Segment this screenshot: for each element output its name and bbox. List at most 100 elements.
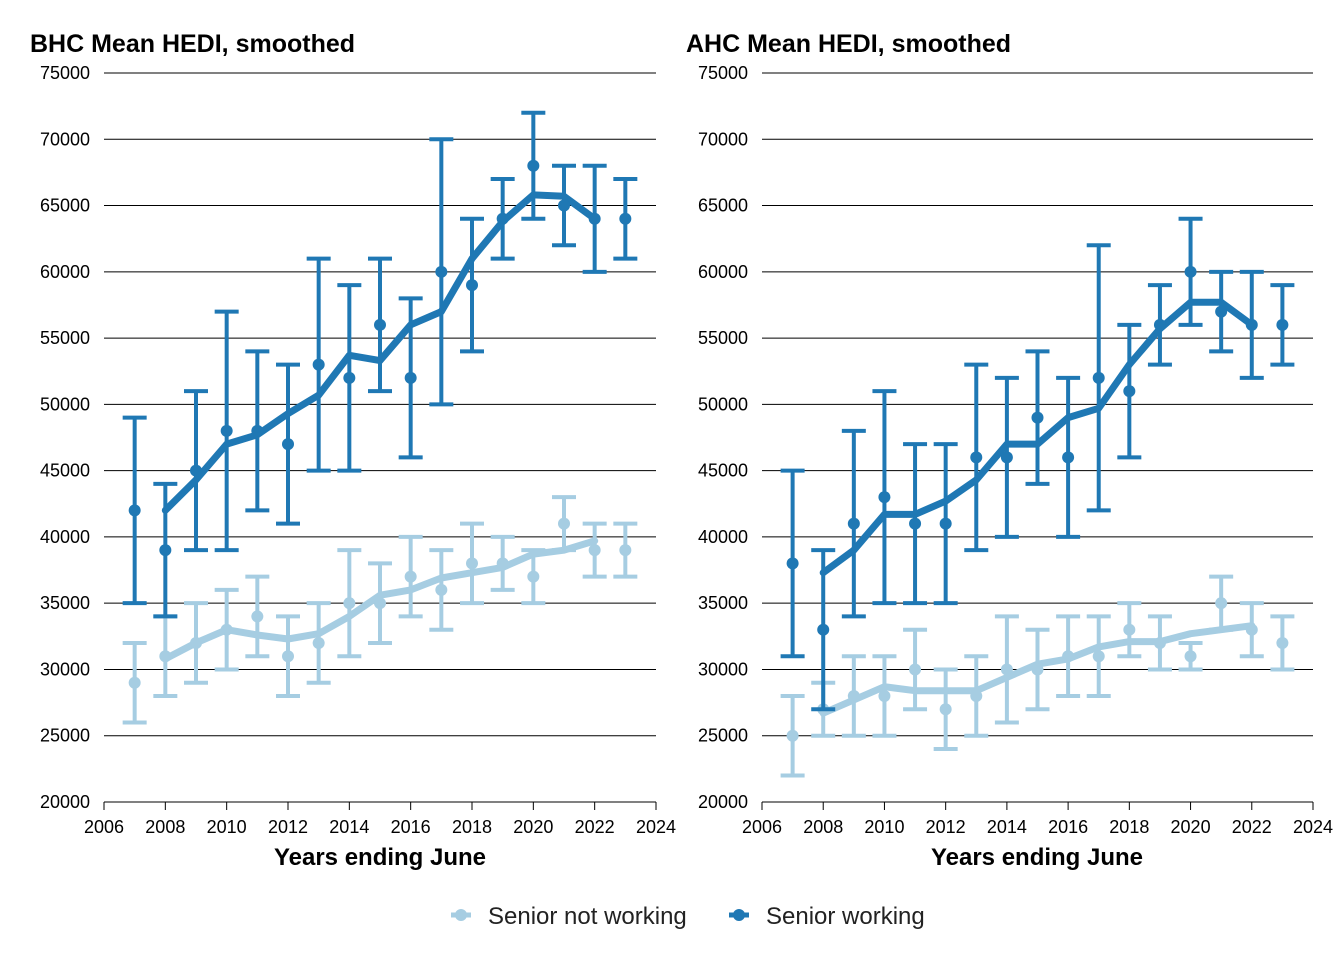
y-tick-label: 35000: [698, 593, 748, 613]
data-point: [1153, 636, 1166, 649]
data-point: [251, 424, 264, 437]
x-tick-label: 2024: [636, 817, 676, 837]
y-tick-label: 75000: [698, 63, 748, 83]
data-point: [1123, 623, 1136, 636]
smoothed-line: [819, 298, 1256, 577]
y-tick-label: 20000: [698, 792, 748, 812]
legend: Senior not working Senior working: [451, 903, 925, 930]
data-point: [1031, 663, 1044, 676]
data-point: [312, 358, 325, 371]
data-point: [220, 623, 233, 636]
error-bars: [122, 495, 638, 725]
data-point: [435, 583, 448, 596]
y-tick-label: 65000: [40, 196, 90, 216]
x-tick-label: 2010: [207, 817, 247, 837]
y-tick-label: 60000: [698, 262, 748, 282]
data-point: [970, 689, 983, 702]
x-tick-label: 2016: [1048, 817, 1088, 837]
data-point: [1276, 636, 1289, 649]
data-point: [1092, 371, 1105, 384]
smoothed-line: [161, 191, 599, 514]
data-points: [128, 159, 632, 557]
data-point: [282, 650, 294, 663]
x-tick-label: 2014: [329, 817, 369, 837]
x-tick-label: 2022: [1232, 817, 1272, 837]
y-axis: 20000 25000 30000 35000 40000 45000 50000 55000…: [698, 63, 748, 812]
data-point: [435, 265, 448, 278]
data-point: [404, 570, 417, 583]
chart-title: AHC Mean HEDI, smoothed: [686, 30, 1011, 58]
data-point: [1245, 623, 1258, 636]
data-point: [1184, 650, 1197, 663]
data-points: [786, 265, 1289, 636]
data-point: [282, 438, 294, 451]
x-axis: 2006 2008 2010 2012 2014 2016 2018 2020 2022 2024: [742, 801, 1333, 837]
x-tick-label: 2012: [926, 817, 966, 837]
data-point: [496, 212, 509, 225]
y-tick-label: 45000: [40, 461, 90, 481]
data-point: [619, 544, 632, 557]
x-tick-label: 2018: [452, 817, 492, 837]
legend-item-senior-not-working: Senior not working: [451, 903, 687, 930]
data-point: [190, 636, 202, 649]
data-point: [939, 703, 952, 716]
y-tick-label: 70000: [698, 129, 748, 149]
y-tick-label: 20000: [40, 792, 90, 812]
x-tick-label: 2022: [575, 817, 615, 837]
data-point: [909, 663, 922, 676]
x-tick-label: 2006: [742, 817, 782, 837]
y-tick-label: 55000: [698, 328, 748, 348]
y-tick-label: 25000: [40, 726, 90, 746]
data-point: [1184, 265, 1197, 278]
data-point: [527, 159, 540, 172]
data-point: [404, 371, 417, 384]
series-senior-not-working: [122, 495, 638, 725]
y-tick-label: 55000: [40, 328, 90, 348]
data-point: [786, 557, 799, 570]
data-point: [1000, 663, 1013, 676]
y-tick-label: 50000: [698, 394, 748, 414]
data-point: [1215, 597, 1228, 610]
data-point: [817, 623, 830, 636]
legend-item-senior-working: Senior working: [729, 903, 925, 930]
data-point: [588, 544, 601, 557]
series-senior-working: [780, 216, 1295, 712]
data-point: [128, 676, 141, 689]
x-axis: 2006 2008 2010 2012 2014 2016 2018 2020 2022 2024: [84, 801, 676, 837]
data-point: [909, 517, 922, 530]
data-point: [343, 597, 356, 610]
data-point: [847, 689, 860, 702]
data-point: [1062, 650, 1075, 663]
x-tick-label: 2024: [1293, 817, 1333, 837]
chart-title: BHC Mean HEDI, smoothed: [30, 30, 355, 58]
data-point: [466, 279, 478, 292]
data-point: [847, 517, 860, 530]
data-point: [312, 636, 325, 649]
series-senior-not-working: [780, 574, 1295, 778]
legend-swatch-marker: [455, 909, 467, 921]
data-point: [558, 517, 570, 530]
error-bars: [122, 110, 638, 619]
legend-label: Senior not working: [488, 903, 687, 930]
y-tick-label: 30000: [40, 659, 90, 679]
data-point: [343, 371, 356, 384]
x-tick-label: 2016: [391, 817, 431, 837]
data-point: [1276, 318, 1289, 331]
data-point: [374, 318, 386, 331]
data-point: [1062, 451, 1075, 464]
x-tick-label: 2020: [1171, 817, 1211, 837]
data-point: [527, 570, 540, 583]
data-point: [1245, 318, 1258, 331]
bhc-chart-panel: BHC Mean HEDI, smoothed Years ending Jun…: [30, 30, 676, 871]
y-tick-label: 40000: [698, 527, 748, 547]
data-point: [1123, 385, 1136, 398]
data-point: [128, 504, 141, 517]
data-point: [251, 610, 264, 623]
data-point: [374, 597, 386, 610]
data-point: [1215, 305, 1228, 318]
data-point: [1092, 650, 1105, 663]
y-tick-label: 35000: [40, 593, 90, 613]
data-point: [466, 557, 478, 570]
